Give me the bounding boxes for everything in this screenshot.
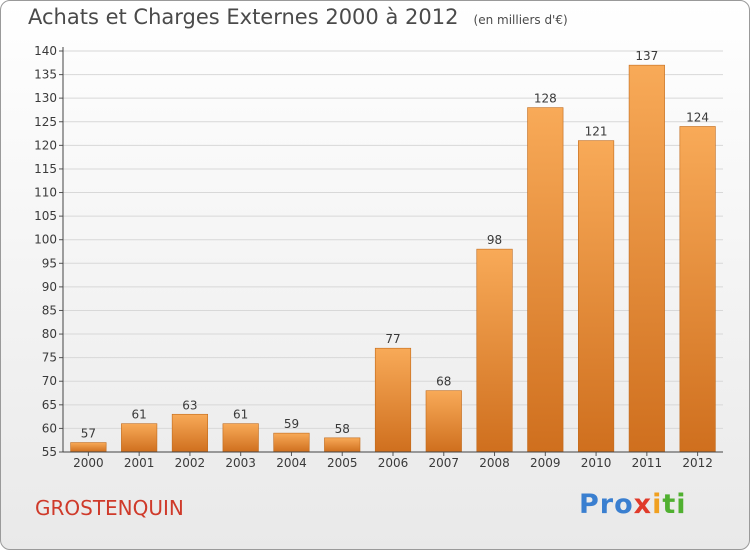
y-tick-label: 135 — [34, 68, 57, 82]
chart-title-block: Achats et Charges Externes 2000 à 2012 (… — [28, 5, 568, 29]
x-tick-label: 2006 — [378, 456, 409, 470]
chart-title: Achats et Charges Externes 2000 à 2012 — [28, 5, 459, 29]
axes — [62, 47, 723, 453]
x-tick-label: 2003 — [225, 456, 256, 470]
data-label: 124 — [686, 110, 709, 124]
y-tick-label: 120 — [34, 138, 57, 152]
bar-2005 — [324, 437, 361, 453]
y-tick-label: 95 — [42, 256, 57, 270]
logo-part: Pro — [579, 489, 634, 520]
data-label: 58 — [335, 422, 350, 436]
data-label: 121 — [585, 125, 608, 139]
x-tick-label: 2004 — [276, 456, 307, 470]
bar-2002 — [171, 413, 208, 453]
bar-2003 — [222, 423, 259, 453]
y-tick-label: 55 — [42, 445, 57, 459]
data-label: 68 — [436, 375, 451, 389]
y-tick-label: 110 — [34, 186, 57, 200]
logo-part: ti — [662, 489, 687, 520]
bar-2009 — [527, 107, 564, 453]
x-tick-label: 2010 — [581, 456, 612, 470]
x-axis-ticks: 2000 2001 2002 2003 2004 2005 2006 2007 2008 2009… — [73, 452, 713, 470]
x-tick-label: 2002 — [175, 456, 206, 470]
y-tick-label: 105 — [34, 209, 57, 223]
bar-2001 — [121, 423, 158, 453]
bar-2007 — [425, 390, 462, 453]
y-tick-label: 70 — [42, 374, 57, 388]
data-label: 57 — [81, 427, 96, 441]
y-tick-label: 60 — [42, 421, 57, 435]
bar-2010 — [578, 140, 615, 453]
y-tick-label: 130 — [34, 91, 57, 105]
y-tick-label: 140 — [34, 44, 57, 58]
y-axis-ticks: 55 60 65 70 75 80 85 90 95 100 105 110 115 120 125 130 1… — [34, 44, 63, 459]
logo-part: i — [652, 489, 663, 520]
bars — [70, 64, 716, 453]
bar-2011 — [628, 64, 665, 453]
data-label: 61 — [233, 408, 248, 422]
data-label: 63 — [182, 398, 197, 412]
bar-2006 — [374, 347, 412, 453]
data-labels: 57 61 63 61 59 58 77 68 98 128 121 137 124 — [81, 49, 709, 440]
data-label: 59 — [284, 417, 299, 431]
data-label: 61 — [132, 408, 147, 422]
bar-2012 — [679, 126, 716, 453]
y-tick-label: 65 — [42, 398, 57, 412]
x-tick-label: 2011 — [632, 456, 663, 470]
x-tick-label: 2009 — [530, 456, 561, 470]
y-tick-label: 125 — [34, 115, 57, 129]
x-tick-label: 2005 — [327, 456, 358, 470]
data-label: 98 — [487, 233, 502, 247]
y-tick-label: 80 — [42, 327, 57, 341]
commune-name: GROSTENQUIN — [35, 496, 184, 520]
bar-2004 — [273, 432, 310, 453]
chart-unit-note: (en milliers d'€) — [473, 13, 568, 27]
bar-2008 — [476, 248, 513, 453]
data-label: 77 — [385, 332, 400, 346]
x-tick-label: 2000 — [73, 456, 104, 470]
x-tick-label: 2007 — [428, 456, 459, 470]
y-tick-label: 115 — [34, 162, 57, 176]
proxiti-logo: Proxiti — [579, 489, 687, 520]
data-label: 128 — [534, 92, 557, 106]
y-tick-label: 90 — [42, 280, 57, 294]
bar-2000 — [70, 442, 107, 453]
logo-part: x — [633, 489, 653, 520]
data-label: 137 — [635, 49, 658, 63]
x-tick-label: 2012 — [682, 456, 713, 470]
y-tick-label: 100 — [34, 233, 57, 247]
x-tick-label: 2001 — [124, 456, 155, 470]
y-tick-label: 85 — [42, 303, 57, 317]
x-tick-label: 2008 — [479, 456, 510, 470]
y-tick-label: 75 — [42, 351, 57, 365]
